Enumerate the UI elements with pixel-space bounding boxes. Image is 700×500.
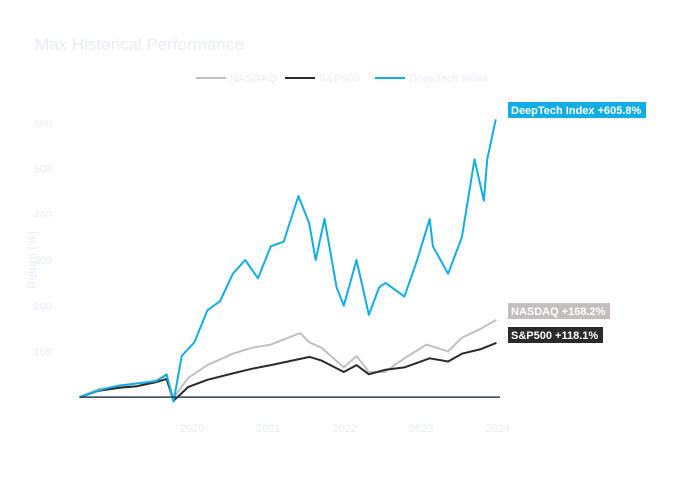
legend-label: DeepTech Index <box>409 73 489 85</box>
x-tick-label: 2022 <box>333 423 357 435</box>
end-labels: NASDAQ +168.2% S&P500 +118.1% DeepTech Ind… <box>508 102 646 343</box>
legend-item[interactable]: S&P500 <box>285 73 359 85</box>
end-label-text: S&P500 +118.1% <box>511 330 598 342</box>
y-tick-label: 400 <box>34 209 52 221</box>
end-label-text: NASDAQ +168.2% <box>511 306 606 318</box>
series-layer <box>79 119 497 403</box>
end-label-box <box>508 102 646 118</box>
end-label-box <box>508 327 603 343</box>
chart-legend: NASDAQ S&P500 DeepTech Index <box>196 73 489 85</box>
end-label: NASDAQ +168.2% <box>508 303 610 319</box>
y-axis-title: Return (%) <box>25 231 39 289</box>
end-label: DeepTech Index +605.8% <box>508 102 646 118</box>
y-tick-label: 300 <box>34 255 52 267</box>
x-tick-label: 2021 <box>256 423 280 435</box>
series-line-1 <box>79 342 497 402</box>
x-tick-label: 2023 <box>409 423 433 435</box>
legend-item[interactable]: NASDAQ <box>196 73 277 85</box>
legend-item[interactable]: DeepTech Index <box>375 73 489 85</box>
end-label-box <box>508 303 610 319</box>
x-tick-label: 2020 <box>180 423 204 435</box>
y-axis: 100 200 300 400 500 600 <box>34 118 52 359</box>
end-label: S&P500 +118.1% <box>508 327 603 343</box>
chart-title: Max Historical Performance <box>35 35 244 54</box>
legend-label: S&P500 <box>319 73 359 85</box>
x-axis: 2020 2021 2022 2023 2024 <box>180 423 510 435</box>
x-tick-label: 2024 <box>485 423 509 435</box>
y-tick-label: 600 <box>34 118 52 130</box>
y-tick-label: 500 <box>34 164 52 176</box>
legend-label: NASDAQ <box>230 73 277 85</box>
end-label-text: DeepTech Index +605.8% <box>511 105 642 117</box>
y-tick-label: 200 <box>34 301 52 313</box>
y-tick-label: 100 <box>34 346 52 358</box>
